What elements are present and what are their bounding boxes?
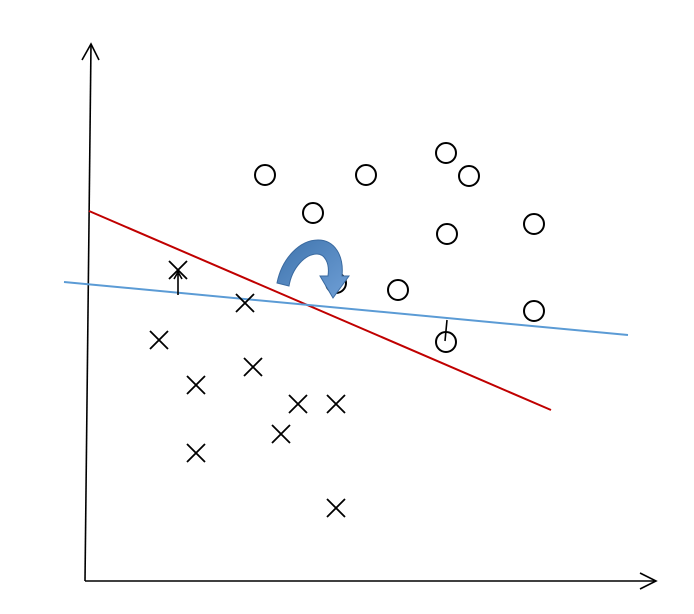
adjustment-ticks xyxy=(173,270,448,342)
cross-class-points xyxy=(149,260,346,518)
circle-class-points xyxy=(254,142,545,353)
upward-adjustment-arrowhead xyxy=(173,270,183,280)
circle-point xyxy=(523,300,545,322)
circle-point xyxy=(458,165,480,187)
cross-point xyxy=(326,498,346,518)
circle-point xyxy=(436,223,458,245)
cross-point xyxy=(186,443,206,463)
circle-point xyxy=(254,164,276,186)
cross-point xyxy=(288,394,308,414)
curved-arrow-icon xyxy=(276,239,350,299)
y-axis-arrowhead xyxy=(81,42,100,61)
cross-point xyxy=(168,260,188,280)
old-decision-boundary xyxy=(88,210,552,411)
circle-point xyxy=(302,202,324,224)
cross-point xyxy=(149,330,169,350)
cross-point xyxy=(326,394,346,414)
cross-point xyxy=(235,293,255,313)
cross-point xyxy=(243,357,263,377)
circle-point xyxy=(523,213,545,235)
axes xyxy=(81,42,658,590)
new-decision-boundary xyxy=(63,281,629,336)
circle-point xyxy=(435,142,457,164)
cross-point xyxy=(271,424,291,444)
x-axis-arrowhead xyxy=(639,572,658,590)
downward-adjustment-tick xyxy=(444,319,448,342)
circle-point xyxy=(387,279,409,301)
y-axis xyxy=(84,43,92,582)
circle-point xyxy=(355,164,377,186)
cross-point xyxy=(186,375,206,395)
